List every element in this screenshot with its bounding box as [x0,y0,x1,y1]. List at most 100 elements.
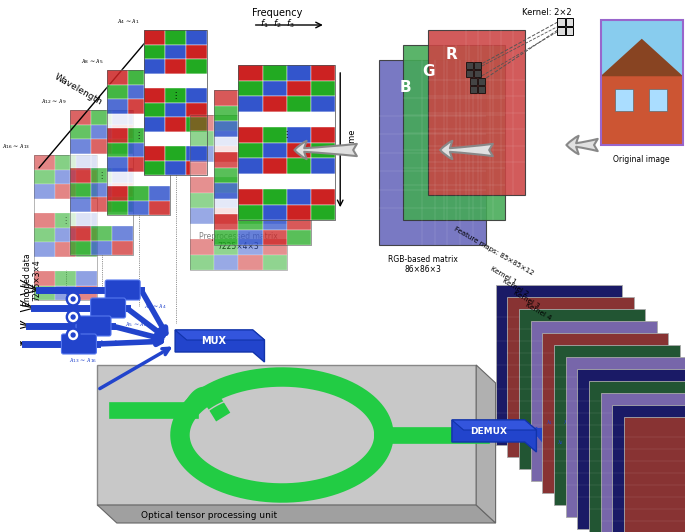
Bar [107,201,128,215]
Bar [112,226,134,240]
Bar [262,193,287,208]
Bar [471,86,477,93]
Bar [107,171,128,186]
Bar [287,158,311,173]
Bar [144,88,165,103]
Bar [190,146,214,162]
FancyBboxPatch shape [90,298,125,318]
Bar [144,30,207,175]
Text: Kernel 3: Kernel 3 [513,289,540,309]
Circle shape [68,312,77,321]
Bar [128,85,149,99]
Bar [311,189,336,204]
Bar [214,162,238,177]
Bar [112,182,134,197]
Bar [144,131,165,146]
Bar [262,65,287,80]
Bar [262,146,287,162]
Bar [144,146,165,161]
Polygon shape [601,39,683,76]
Bar [55,170,76,184]
Bar [287,121,311,137]
Text: ⋮: ⋮ [97,171,106,180]
Bar [107,143,128,157]
Bar [262,121,287,137]
Bar [214,90,238,105]
Bar [287,204,311,220]
Bar [262,90,287,105]
Bar [238,105,262,121]
Bar [262,189,287,204]
Bar [107,85,128,99]
Bar [128,113,149,128]
Bar [496,285,622,445]
Text: λ₁₂: λ₁₂ [615,480,623,485]
Bar [112,154,134,168]
Bar [262,198,287,214]
Text: λ₃: λ₃ [570,460,575,465]
Bar [403,45,506,220]
Bar [214,168,238,183]
Bar [91,124,112,139]
Bar [149,143,171,157]
FancyBboxPatch shape [627,434,659,466]
Bar [287,173,311,189]
Bar [287,168,311,183]
Bar [474,62,481,69]
Bar [70,168,91,182]
Bar [112,168,134,182]
Bar [262,137,287,152]
Bar [149,85,171,99]
Bar [262,183,287,198]
Bar [34,228,55,242]
Text: $\lambda_5{\sim}\lambda_8$: $\lambda_5{\sim}\lambda_8$ [125,320,147,329]
Bar [214,90,311,245]
Bar [262,173,287,189]
Bar [34,155,55,170]
FancyBboxPatch shape [616,414,647,446]
Text: λ₇: λ₇ [587,460,593,465]
Bar [238,65,336,220]
Bar [149,157,171,171]
Bar [186,45,207,59]
Bar [112,212,134,226]
Bar [238,127,262,143]
Bar [186,30,207,45]
Bar [262,127,287,143]
Bar [601,20,683,76]
Bar [238,90,262,105]
Bar [186,146,207,161]
Bar [238,130,262,146]
Bar [612,405,685,532]
Text: Kernel 1: Kernel 1 [490,265,517,285]
Bar [107,157,128,171]
Bar [107,113,128,128]
Bar [262,158,287,173]
Bar [214,193,238,208]
Bar [34,286,55,300]
Text: Feature maps: 85×85×12: Feature maps: 85×85×12 [453,226,534,276]
Text: $\lambda_9{\sim}\lambda_{12}$: $\lambda_9{\sim}\lambda_{12}$ [99,338,125,347]
Bar [311,173,336,189]
Bar [34,155,97,300]
Bar [287,112,311,127]
Text: λ₂: λ₂ [558,440,563,445]
Bar [107,186,128,201]
Text: λ₁: λ₁ [547,420,551,425]
Bar [554,345,680,505]
Bar [76,155,97,170]
Polygon shape [452,420,536,430]
Bar [70,182,91,197]
Bar [128,201,149,215]
Text: $\lambda_1{\sim}\lambda_4$: $\lambda_1{\sim}\lambda_4$ [145,302,167,311]
Bar [427,30,525,195]
Bar [144,59,165,73]
Bar [287,65,311,80]
Bar [128,70,149,85]
Bar [190,130,214,146]
Bar [55,155,76,170]
Bar [107,128,128,143]
Bar [149,70,171,85]
Text: Optical tensor processing unit: Optical tensor processing unit [141,511,277,520]
Bar [238,65,262,80]
